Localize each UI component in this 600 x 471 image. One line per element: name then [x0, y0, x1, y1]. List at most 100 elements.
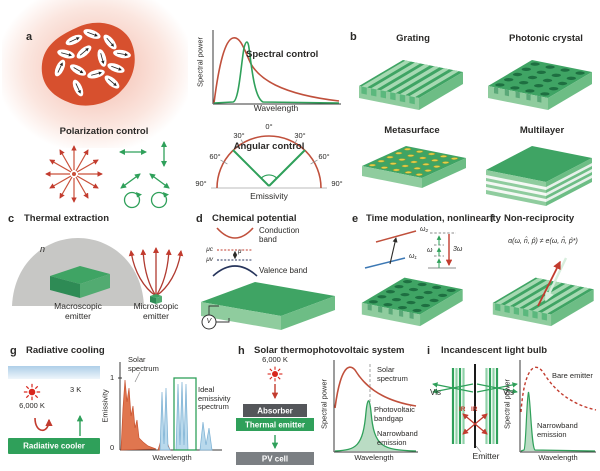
photonic-crystal-illustration [488, 60, 592, 110]
non-reciprocity-title: Non-reciprocity [504, 213, 575, 224]
chemical-potential-title: Chemical potential [212, 213, 297, 224]
tick-60deg-right: 60° [318, 152, 330, 161]
non-reciprocity-equation: α(ω, n̂, p̂) ≠ e(ω, n̂, p̂*) [508, 238, 578, 245]
angular-control-plot [211, 135, 327, 189]
visible-light-arrows [432, 382, 518, 394]
thermal-emitter-bar [236, 418, 314, 431]
incandescent-filament-diagram [432, 364, 518, 453]
thermal-extraction-illustration [12, 238, 184, 306]
tick-30deg-left: 30° [233, 131, 245, 140]
radiative-cooler-label: Radiative cooler [23, 441, 85, 451]
atmospheric-window-main [175, 381, 189, 451]
angle-ticks [220, 139, 318, 165]
stpv-xlabel: Wavelength [354, 453, 394, 462]
macroscopic-emitter-cube [50, 266, 110, 298]
frequency-shift-arrow [389, 237, 398, 265]
atmospheric-window-right [199, 421, 213, 451]
emissivity-xlabel: Wavelength [152, 453, 192, 462]
stpv-narrowband-label: Narrowband emission [377, 429, 418, 447]
stpv-title: Solar thermophotovoltaic system [254, 345, 405, 356]
ir-recycled-arrows [462, 413, 488, 435]
stpv-spectra-plot [333, 360, 418, 453]
omega1-label: ω₁ [409, 253, 417, 260]
bare-emitter-curve [520, 366, 597, 413]
circular-polarization-arrowhead-2 [163, 192, 169, 198]
grating-illustration [359, 60, 463, 110]
panel-letter-b: b [350, 31, 357, 43]
panel-letter-i: i [427, 345, 431, 357]
voltage-wires [208, 305, 230, 323]
mu-label: μ [238, 248, 242, 255]
spectral-control-title: Spectral control [246, 49, 319, 60]
emitter-blob-illustration [41, 22, 135, 106]
emitter-label-pointer [475, 445, 482, 453]
reflected-sunlight-arrow [34, 417, 53, 432]
solar-spectrum-label: Solar spectrum [128, 355, 159, 373]
non-reciprocal-grating [492, 277, 594, 327]
multilayer-label: Multilayer [519, 125, 565, 136]
starburst-center [72, 172, 76, 176]
radiative-cooling-title: Radiative cooling [26, 345, 105, 356]
absorber-bar [243, 404, 307, 417]
sun-icon [23, 383, 41, 401]
emissivity-ylabel: Emissivity [100, 389, 110, 423]
omega1-level [364, 257, 406, 269]
solar-spectrum-area [120, 379, 157, 451]
thermal-emitter-label: Thermal emitter [244, 419, 306, 429]
chemical-potential-illustration [201, 227, 335, 330]
panel-letter-a: a [26, 31, 33, 43]
sun-temperature-label: 6,000 K [19, 401, 45, 410]
panel-letter-c: c [8, 213, 15, 225]
microscopic-emission-arrows [128, 247, 184, 297]
stpv-ylabel: Spectral power [319, 378, 329, 430]
refractive-index-label: n [40, 244, 46, 254]
valence-band-label: Valence band [259, 266, 308, 275]
panel-letter-h: h [238, 345, 245, 357]
interference-filter-stacks [451, 368, 499, 444]
absorber-label: Absorber [257, 405, 293, 415]
tick-90deg-right: 90° [331, 179, 343, 188]
multilayer-side-stripes [546, 163, 592, 202]
emitter-label: Emitter [472, 451, 500, 461]
emissivity-tick-0: 0 [110, 443, 115, 452]
spectral-xlabel: Wavelength [253, 103, 299, 113]
emissivity-spectrum-plot [118, 362, 222, 451]
angular-selective-lobe [232, 149, 306, 187]
grating-label: Grating [396, 33, 430, 44]
incandescent-xlabel: Wavelength [538, 453, 578, 462]
panel-letter-e: e [352, 213, 359, 225]
metasurface-label: Metasurface [384, 125, 440, 136]
solar-spectrum-curve [334, 366, 417, 409]
ideal-emissivity-box [173, 377, 197, 451]
incandescent-ylabel: Spectral power [502, 378, 512, 430]
tick-60deg-left: 60° [209, 152, 221, 161]
metasurface-illustration [362, 146, 466, 188]
multilayer-illustration [486, 146, 592, 206]
angular-xlabel: Emissivity [250, 191, 288, 201]
tick-90deg-left: 90° [195, 179, 207, 188]
incandescent-narrowband-label: Narrowband emission [537, 421, 578, 439]
spectral-ylabel: Spectral power [195, 36, 205, 88]
microscopic-emitter-label: Microscopic emitter [133, 301, 179, 321]
atmospheric-window-left [159, 387, 171, 451]
circular-polarization-arrowhead [136, 192, 142, 198]
vis-right-label: Vis [503, 388, 514, 397]
narrowband-emission-peak [334, 400, 417, 452]
broadband-emission-curve [213, 37, 340, 104]
omega-label: ω [427, 247, 433, 254]
stpv-solar-label: Solar spectrum [377, 365, 408, 383]
biased-slab [201, 282, 335, 330]
panel-letter-d: d [196, 213, 203, 225]
stpv-stack [236, 366, 314, 465]
bare-emitter-label: Bare emitter [552, 371, 593, 380]
mu-v-label: μv [206, 256, 213, 263]
isotropic-envelope-arc [216, 135, 322, 189]
non-reciprocity-illustration [492, 257, 594, 327]
modulated-photonic-slab [361, 277, 463, 327]
radiative-cooling-scene [8, 366, 100, 454]
solar-label-pointer [134, 371, 141, 383]
valence-band-curve [212, 265, 258, 277]
microscopic-emitter-cube [150, 294, 162, 304]
tick-0deg: 0° [265, 122, 273, 131]
